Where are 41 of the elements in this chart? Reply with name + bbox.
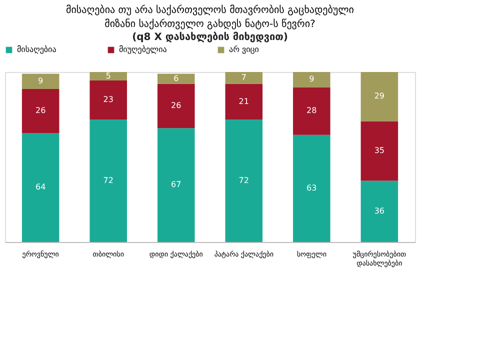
data-label: 28 bbox=[306, 106, 317, 116]
bar bbox=[157, 84, 195, 128]
data-label: 63 bbox=[306, 183, 317, 192]
bar bbox=[225, 72, 263, 84]
chart-subtitle: (q8 X დასახლების მიხედვით) bbox=[132, 31, 288, 43]
bar bbox=[293, 87, 330, 135]
legend-label: მისაღებია bbox=[17, 45, 56, 54]
bar bbox=[360, 121, 398, 181]
bar bbox=[22, 74, 60, 89]
data-label: 5 bbox=[106, 71, 111, 80]
legend-label: მიუღებელია bbox=[119, 45, 167, 54]
bar bbox=[90, 120, 127, 242]
bar bbox=[360, 180, 398, 242]
data-label: 67 bbox=[171, 180, 182, 190]
data-label: 72 bbox=[238, 176, 249, 185]
bar bbox=[360, 72, 398, 122]
data-label: 64 bbox=[35, 182, 46, 192]
bar bbox=[293, 72, 330, 88]
data-label: 26 bbox=[35, 106, 46, 116]
data-label: 7 bbox=[241, 72, 246, 82]
bar bbox=[157, 128, 195, 242]
bar bbox=[293, 134, 330, 242]
data-label: 9 bbox=[38, 76, 44, 86]
data-label: 29 bbox=[374, 92, 385, 101]
data-label: 6 bbox=[174, 74, 179, 83]
data-label: 72 bbox=[103, 176, 114, 185]
bar bbox=[22, 133, 60, 242]
data-label: 21 bbox=[238, 96, 249, 106]
bar bbox=[225, 84, 263, 120]
data-label: 36 bbox=[374, 206, 385, 216]
bar bbox=[90, 80, 127, 120]
chart-title: მისაღებია თუ არა საქართველოს მთავრობის გაცხადებული მიზანი საქართველო გახდეს ნატო-ს წევრი? bbox=[66, 4, 354, 30]
data-label: 9 bbox=[309, 74, 314, 84]
bar bbox=[90, 72, 127, 80]
data-label: 35 bbox=[374, 146, 385, 156]
bar bbox=[22, 89, 60, 134]
legend-label: არ ვიცი bbox=[229, 45, 259, 54]
data-label: 26 bbox=[171, 101, 182, 110]
bar bbox=[157, 74, 195, 84]
bar bbox=[225, 120, 263, 242]
data-label: 23 bbox=[103, 95, 114, 104]
